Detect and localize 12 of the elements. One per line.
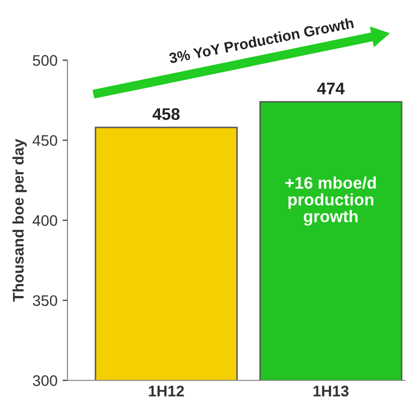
data-label: 458 [152,108,180,120]
x-tick-label: 1H12 [148,386,184,396]
y-axis-title: Thousand boe per day [12,138,27,302]
y-tick-label: 450 [32,135,58,146]
y-tick-label: 400 [32,215,58,226]
annotation: +16 mboe/d production growth [285,176,376,226]
data-label: 474 [317,82,345,94]
y-tick-label: 350 [32,295,58,306]
x-tick-label: 1H13 [314,386,349,396]
annotation: 3% YoY Production Growth [168,17,354,64]
y-tick-label: 300 [32,375,58,386]
y-tick-label: 500 [32,55,58,66]
